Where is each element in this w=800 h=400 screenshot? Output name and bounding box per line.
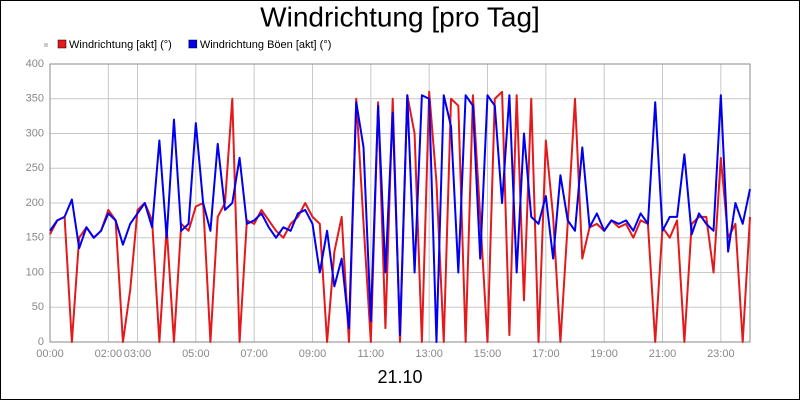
legend-swatch: [57, 39, 67, 49]
x-tick-label: 09:00: [299, 348, 327, 360]
x-tick-label: 13:00: [415, 348, 443, 360]
x-tick-label: 19:00: [590, 348, 618, 360]
chart-title: Windrichtung [pro Tag]: [260, 1, 540, 32]
y-tick-label: 100: [26, 266, 44, 278]
legend: Windrichtung [akt] (°) Windrichtung Böen …: [57, 39, 332, 51]
y-tick-label: 150: [26, 232, 44, 244]
x-tick-label: 11:00: [357, 348, 384, 360]
x-tick-label: 15:00: [474, 348, 502, 360]
y-tick-label: 400: [26, 58, 44, 70]
y-tick-label: 300: [26, 127, 44, 139]
y-tick-label: 200: [26, 197, 44, 209]
y-tick-label: 250: [26, 162, 44, 174]
x-tick-label: 00:00: [36, 348, 64, 360]
y-tick-label: 350: [26, 93, 44, 105]
x-tick-label: 03:00: [124, 348, 152, 360]
x-tick-label: 17:00: [532, 348, 560, 360]
x-tick-label: 02:00: [95, 348, 123, 360]
legend-toggle[interactable]: [44, 43, 48, 47]
x-tick-label: 23:00: [707, 348, 735, 360]
legend-label: Windrichtung Böen [akt] (°): [200, 39, 332, 51]
x-tick-label: 07:00: [240, 348, 268, 360]
data-line: [49, 94, 751, 343]
y-tick-label: 0: [38, 336, 44, 348]
legend-label: Windrichtung [akt] (°): [69, 39, 172, 51]
legend-swatch: [188, 39, 198, 49]
x-tick-label: 21:00: [649, 348, 677, 360]
y-tick-label: 50: [32, 301, 44, 313]
x-axis-label: 21.10: [377, 367, 422, 387]
x-tick-label: 05:00: [182, 348, 210, 360]
